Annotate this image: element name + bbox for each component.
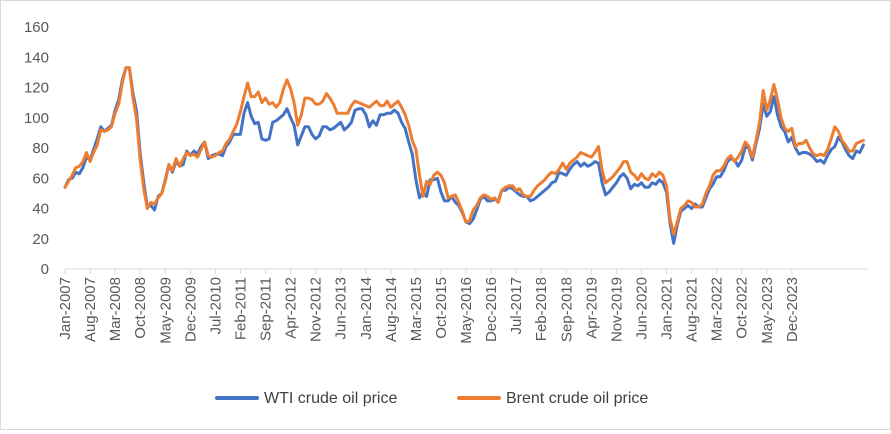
legend-label-brent: Brent crude oil price [506,390,648,407]
x-tick-label: Jun-2020 [633,277,650,340]
x-tick-label: Aug-2007 [82,277,99,342]
x-tick-label: Jul-2010 [207,277,224,335]
x-tick-label: Jan-2014 [358,277,375,340]
x-tick-label: Jun-2013 [333,277,350,340]
y-tick-label: 0 [41,261,49,278]
x-tick-label: Dec-2009 [182,277,199,342]
x-tick-label: Feb-2018 [533,277,550,341]
y-tick-label: 100 [24,110,49,127]
series-lines [63,66,865,245]
legend: WTI crude oil price Brent crude oil price [215,390,648,407]
y-tick-label: 140 [24,49,49,66]
x-tick-label: Oct-2022 [734,277,751,339]
x-tick-label: Mar-2008 [107,277,124,341]
x-tick-label: Sep-2011 [258,277,275,341]
x-tick-label: Oct-2015 [433,277,450,339]
y-tick-label: 40 [32,201,49,218]
x-tick-label: Nov-2019 [608,277,625,342]
x-tick-label: Aug-2021 [684,277,701,342]
x-tick-label: Dec-2016 [483,277,500,342]
x-tick-label: Jul-2017 [508,277,525,335]
x-tick-label: Aug-2014 [383,277,400,342]
y-tick-label: 60 [32,170,49,187]
x-tick-label: Dec-2023 [784,277,801,342]
x-tick-label: Jan-2007 [57,277,74,340]
x-tick-label: May-2016 [458,277,475,344]
x-tick-label: May-2023 [759,277,776,344]
y-axis-ticks: 0 20 40 60 80 100 120 140 160 [24,19,49,278]
x-tick-label: May-2009 [157,277,174,344]
y-tick-label: 20 [32,231,49,248]
x-tick-label: Oct-2008 [132,277,149,339]
x-tick-label: Nov-2012 [308,277,325,342]
x-tick-label: Mar-2022 [709,277,726,341]
legend-label-wti: WTI crude oil price [264,390,397,407]
x-tick-label: Feb-2011 [232,277,249,340]
x-axis-ticks: Jan-2007 Aug-2007 Mar-2008 Oct-2008 May-2009… [57,269,801,344]
x-tick-label: Apr-2012 [283,277,300,339]
x-tick-label: Jan-2021 [659,277,676,340]
y-tick-label: 120 [24,80,49,97]
y-tick-label: 80 [32,140,49,157]
x-tick-label: Mar-2015 [408,277,425,341]
series-line-brent [63,66,865,236]
y-tick-label: 160 [24,19,49,36]
x-tick-label: Apr-2019 [583,277,600,339]
x-tick-label: Sep-2018 [558,277,575,342]
